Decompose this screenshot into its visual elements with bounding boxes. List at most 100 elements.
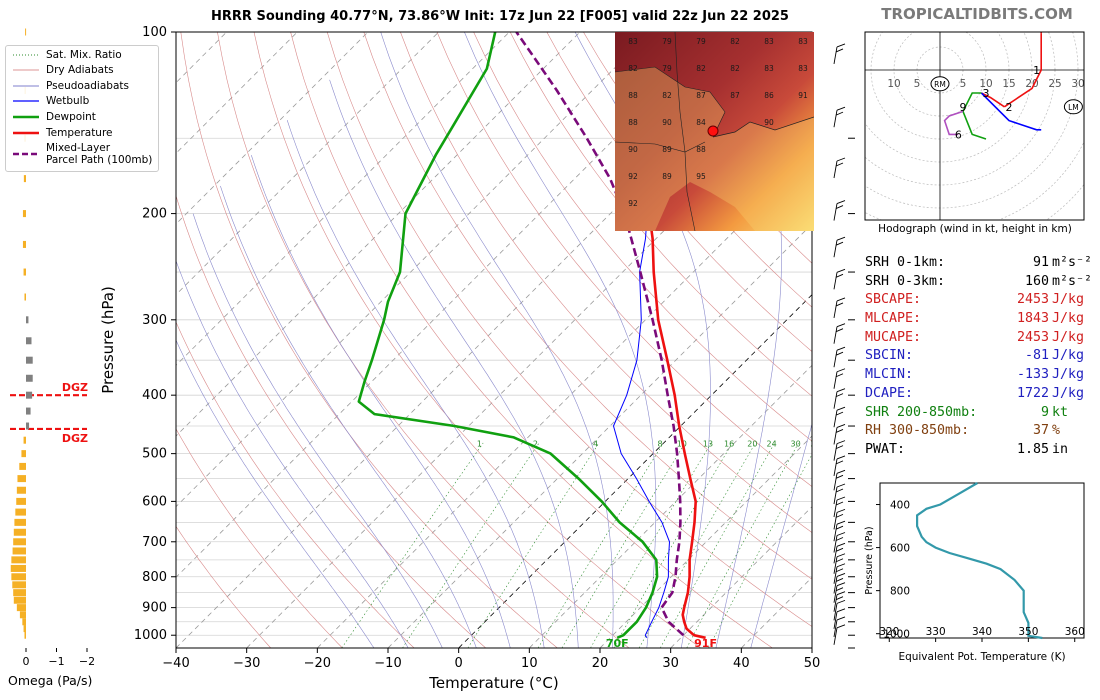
mixing-ratio-label: 2 [533,439,538,448]
map-temp-value: 95 [696,172,706,181]
mixing-ratio-label: 8 [658,439,663,448]
y-tick-label: 200 [142,207,167,222]
omega-bar [15,508,26,516]
map-temp-value: 89 [662,172,672,181]
map-temp-value: 87 [696,91,706,100]
wind-barb-flag [836,608,846,613]
theta-e-x-tick-label: 320 [879,626,899,638]
dry-adiabat-line [217,32,630,648]
omega-bar [12,547,26,555]
legend-item-dewpoint: Dewpoint [46,111,96,123]
omega-bar [16,486,26,494]
hodo-ring-label: 30 [1071,78,1084,90]
wind-barb-flag [835,273,844,278]
dry-adiabat-line [176,194,486,648]
wind-barb-flag [836,323,846,328]
omega-bar [26,356,33,364]
map-border [674,32,696,231]
wind-barb-flag [835,513,844,518]
dry-adiabat-line [509,32,812,397]
stat-label: SHR 200-850mb: [865,404,978,420]
wind-barb-staff [833,473,838,491]
pseudoadiabat-line [192,213,443,648]
wind-barb-staff [833,300,838,319]
storm-motion-marker [930,76,950,92]
stat-row: DCAPE: 1722 J/kg [865,385,1085,404]
wind-barb-flag [835,241,844,246]
legend-item-parcel-sub: Parcel Path (100mb) [46,154,153,166]
map-temp-value: 82 [730,37,740,46]
omega-bar [26,407,31,415]
wind-barb-flag [836,599,846,604]
isotherm-line [458,294,812,648]
omega-bar [10,564,26,572]
theta-e-y-tick-label: 1000 [883,629,910,641]
wind-barb-flag [836,106,846,111]
stat-unit: J/kg [1052,385,1085,401]
wind-barb-flag [835,501,844,506]
map-temp-value: 83 [764,64,774,73]
stat-label: MLCAPE: [865,311,922,327]
mixing-ratio-line [660,442,775,648]
hodo-ring-label: 5 [960,78,967,90]
hodo-ring-label: 15 [1002,78,1015,90]
dry-adiabat-line [326,32,812,627]
wind-barb-staff [833,566,838,584]
wind-barb-flag [836,508,846,513]
stat-unit: m²s⁻² [1052,273,1093,289]
stat-value: 37 [1032,423,1049,439]
mixing-ratio-label: 20 [747,439,757,448]
omega-bar [22,210,26,218]
omega-bar [14,518,26,526]
stat-value: 1722 [1016,385,1049,401]
pseudoadiabat-line [251,155,511,648]
map-temp-value: 89 [662,145,672,154]
stat-label: DCAPE: [865,385,914,401]
isotherm-line [670,506,812,648]
omega-bar [22,240,26,248]
wind-barb-flag [835,205,844,210]
omega-bar [16,497,26,505]
isotherm-line [176,32,651,508]
pseudoadiabat-line [380,32,614,648]
map-temp-value: 92 [628,172,638,181]
wind-barb-flag [835,429,844,433]
omega-bar [16,604,26,612]
omega-bar [11,573,26,581]
pseudoadiabat-line [715,32,782,648]
wind-barb-flag [836,542,846,547]
y-tick-label: 1000 [134,628,167,643]
map-temp-value: 92 [628,199,638,208]
page-title: HRRR Sounding 40.77°N, 73.86°W Init: 17z… [211,9,789,24]
dry-adiabat-line [546,32,812,352]
wind-barb-flag [835,460,844,465]
isotherm-line [176,32,722,578]
wind-barb-staff [833,240,838,258]
hodo-height-label: 6 [955,128,962,141]
y-tick-label: 500 [142,447,167,462]
hodo-height-label: 3 [983,87,990,100]
x-tick-label: −10 [374,656,401,671]
legend-swatches [13,54,39,156]
y-tick-label: 600 [142,494,167,509]
omega-bar [26,374,33,382]
wind-barb-flag [836,157,846,162]
stat-row: SBCIN: -81 J/kg [865,347,1085,366]
stat-unit: kt [1052,404,1069,420]
map-coast-ocean [615,67,814,231]
map-temp-value: 88 [628,91,638,100]
stat-row: SHR 200-850mb: 9 kt [865,404,1085,423]
wind-barb-staff [833,350,838,368]
omega-bar [24,631,26,639]
mixing-ratio-line [708,453,812,648]
stat-unit: in [1052,441,1069,457]
omega-bar [24,293,26,301]
wind-barb-flag [836,616,846,621]
mixing-ratio-line [590,442,712,648]
stat-label: SRH 0-1km: [865,255,946,270]
wind-barb-flag [836,268,846,273]
dry-adiabat-line [290,32,773,648]
wind-barb-flag [836,200,846,205]
map-temp-value: 79 [662,37,672,46]
omega-bar [26,337,32,345]
